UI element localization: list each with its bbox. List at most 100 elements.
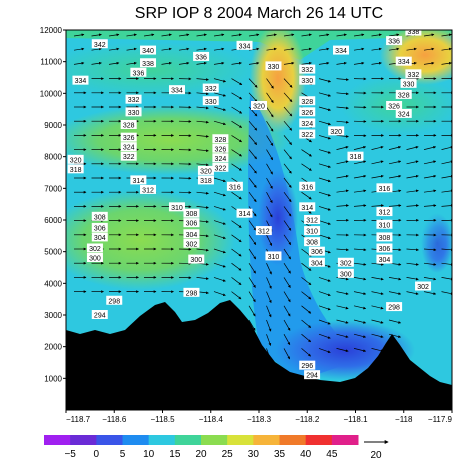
wind-arrow [318, 191, 331, 197]
colorbar-swatch [201, 435, 228, 445]
theta-label: 312 [304, 215, 321, 225]
theta-label-box [226, 181, 243, 191]
wind-arrow [231, 106, 243, 114]
colorbar-label: 30 [248, 449, 260, 460]
theta-label: 304 [308, 257, 325, 267]
theta-label-text: 336 [133, 70, 145, 77]
theta-label-text: 318 [350, 154, 362, 161]
y-tick-label: 9000 [44, 121, 62, 130]
wind-arrow [73, 33, 85, 37]
theta-label: 312 [376, 207, 393, 217]
wind-arrow [143, 33, 155, 37]
theta-label-text: 298 [108, 298, 120, 305]
wind-arrow [388, 319, 402, 324]
colorbar-swatch [253, 435, 280, 445]
theta-label-box [386, 36, 403, 46]
theta-label-text: 330 [268, 64, 280, 71]
wind-arrow [266, 305, 272, 318]
theta-label-text: 326 [123, 135, 135, 142]
wind-arrow [266, 33, 277, 37]
wind-arrow [336, 319, 349, 324]
wind-arrow [318, 291, 331, 297]
wind-arrow [266, 177, 273, 189]
theta-label: 300 [188, 254, 205, 264]
wind-arrow [108, 47, 120, 51]
wind-arrow [353, 305, 367, 310]
theta-label: 316 [226, 181, 243, 191]
wind-arrow [248, 234, 257, 246]
theta-label-box [376, 232, 393, 242]
colorbar: −5 0 5 10 15 20 25 30 35 40 45 [44, 435, 359, 460]
wind-arrow [371, 319, 384, 324]
theta-label-text: 318 [200, 178, 212, 185]
wind-arrow [423, 61, 435, 65]
wind-arrow [336, 78, 349, 81]
wind-arrow [318, 348, 331, 353]
theta-label-text: 340 [142, 48, 154, 55]
theta-label-text: 304 [94, 235, 106, 242]
theta-label: 320 [197, 165, 214, 175]
theta-label-box [91, 310, 108, 319]
wind-arrow [423, 145, 437, 150]
theta-label-box [197, 175, 214, 185]
wind-arrow [371, 291, 384, 295]
theta-label-text: 316 [301, 184, 313, 191]
theta-label-text: 338 [408, 29, 420, 36]
wind-arrow [266, 319, 272, 332]
theta-label-box [308, 246, 325, 256]
theta-label: 316 [299, 181, 316, 191]
theta-label-text: 304 [311, 260, 323, 267]
theta-label: 322 [120, 151, 137, 161]
theta-label-text: 306 [379, 246, 391, 253]
wind-arrow [353, 262, 367, 266]
wind-arrow [266, 135, 274, 146]
wind-arrow [231, 248, 242, 257]
colorbar-label: 10 [143, 449, 155, 460]
wind-arrow [406, 277, 419, 281]
theta-label: 326 [212, 143, 229, 153]
theta-label: 308 [376, 232, 393, 242]
wind-arrow [388, 291, 402, 295]
theta-label-text: 334 [171, 88, 183, 95]
theta-label-text: 324 [215, 156, 227, 163]
theta-label: 316 [376, 183, 393, 193]
wind-arrow [283, 106, 293, 117]
theta-label: 342 [91, 39, 108, 49]
theta-label-text: 334 [239, 43, 251, 50]
theta-label: 314 [299, 202, 316, 212]
y-tick-label: 5000 [44, 248, 62, 257]
theta-label-text: 332 [128, 97, 140, 104]
wind-arrow [283, 177, 292, 188]
theta-label-text: 298 [388, 305, 400, 312]
wind-arrow [423, 277, 437, 281]
theta-label-text: 330 [205, 99, 217, 106]
wind-arrow [248, 92, 258, 103]
colorbar-swatch [122, 435, 150, 445]
x-tick-label: −118.2 [295, 415, 320, 424]
wind-arrow [213, 92, 227, 97]
x-axis: −118.7 −118.6 −118.5 −118.4 −118.3 −118.2 −118… [65, 410, 453, 424]
theta-label: 300 [337, 268, 354, 278]
wind-arrow [231, 234, 242, 243]
wind-arrow [178, 61, 190, 65]
wind-arrow [318, 33, 330, 37]
wind-arrow [266, 163, 273, 175]
theta-label-text: 320 [253, 104, 265, 111]
colorbar-swatch [44, 435, 71, 445]
wind-arrow [213, 248, 226, 254]
wind-arrow [266, 92, 274, 104]
theta-label-text: 316 [379, 186, 391, 193]
wind-arrow [301, 149, 312, 157]
reference-vector: 20 [364, 440, 389, 461]
theta-label: 326 [120, 132, 137, 142]
colorbar-swatch [331, 435, 359, 445]
x-tick-label: −118.5 [150, 415, 175, 424]
theta-label-text: 310 [268, 254, 280, 261]
wind-arrow [91, 61, 102, 65]
wind-arrow [353, 291, 367, 295]
theta-label-text: 312 [379, 210, 391, 217]
wind-arrow [371, 333, 384, 338]
theta-label: 298 [386, 302, 403, 312]
wind-arrow [248, 163, 257, 174]
theta-label-text: 326 [301, 110, 313, 117]
